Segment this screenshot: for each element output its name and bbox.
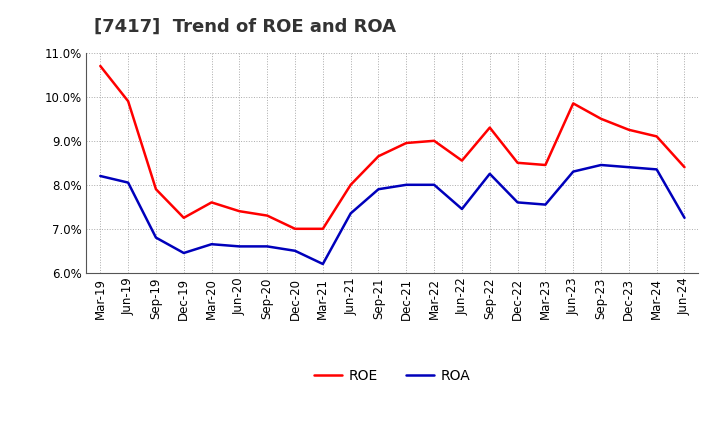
- ROE: [346, 182, 355, 187]
- Line: ROA: ROA: [100, 165, 685, 264]
- ROE: [152, 187, 161, 192]
- ROE: [458, 158, 467, 163]
- ROA: [485, 171, 494, 176]
- ROE: [179, 215, 188, 220]
- ROE: [235, 209, 243, 214]
- ROE: [374, 154, 383, 159]
- ROA: [291, 248, 300, 253]
- ROA: [96, 173, 104, 179]
- ROE: [291, 226, 300, 231]
- ROE: [124, 99, 132, 104]
- ROE: [96, 63, 104, 69]
- ROE: [263, 213, 271, 218]
- Line: ROE: ROE: [100, 66, 685, 229]
- ROA: [263, 244, 271, 249]
- ROE: [541, 162, 550, 168]
- ROA: [318, 261, 327, 267]
- ROA: [458, 206, 467, 212]
- ROA: [541, 202, 550, 207]
- ROA: [430, 182, 438, 187]
- ROE: [513, 160, 522, 165]
- ROA: [207, 242, 216, 247]
- ROA: [597, 162, 606, 168]
- ROE: [318, 226, 327, 231]
- ROA: [235, 244, 243, 249]
- Text: [7417]  Trend of ROE and ROA: [7417] Trend of ROE and ROA: [94, 18, 395, 36]
- ROA: [346, 211, 355, 216]
- ROA: [652, 167, 661, 172]
- ROE: [485, 125, 494, 130]
- ROA: [374, 187, 383, 192]
- ROA: [569, 169, 577, 174]
- ROE: [624, 127, 633, 132]
- ROE: [402, 140, 410, 146]
- ROE: [569, 101, 577, 106]
- Legend: ROE, ROA: ROE, ROA: [309, 363, 476, 389]
- ROE: [430, 138, 438, 143]
- ROE: [652, 134, 661, 139]
- ROA: [402, 182, 410, 187]
- ROA: [179, 250, 188, 256]
- ROA: [513, 200, 522, 205]
- ROA: [124, 180, 132, 185]
- ROA: [680, 215, 689, 220]
- ROE: [680, 165, 689, 170]
- ROE: [207, 200, 216, 205]
- ROA: [152, 235, 161, 240]
- ROA: [624, 165, 633, 170]
- ROE: [597, 116, 606, 121]
